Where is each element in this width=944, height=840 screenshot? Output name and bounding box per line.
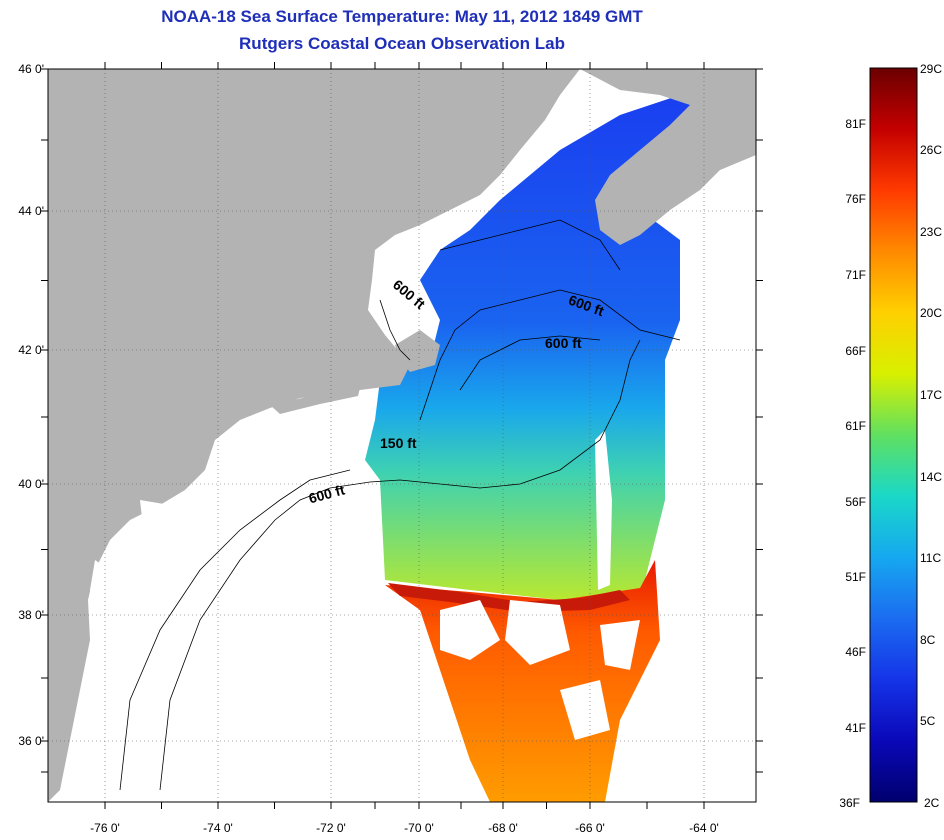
map-subtitle: Rutgers Coastal Ocean Observation Lab [239,34,565,53]
cb-f-label: 51F [845,570,866,584]
lon-label: -74 0' [203,821,233,835]
map-frame [47,68,757,803]
cb-f-label: 61F [845,419,866,433]
cb-c-label: 14C [920,470,942,484]
colorbar-celsius-labels: 29C 26C 23C 20C 17C 14C 11C 8C 5C 2C [920,62,942,810]
land-mainland [48,69,580,802]
cb-c-label: 5C [920,714,936,728]
cloud-gap [595,430,612,590]
cb-c-label: 20C [920,306,942,320]
cb-f-label: 56F [845,495,866,509]
lon-label: -66 0' [575,821,605,835]
land-cape-cod [395,330,440,372]
lat-label: 38 0' [18,608,44,622]
lat-label: 40 0' [18,477,44,491]
lon-label: -76 0' [90,821,120,835]
cb-c-label: 29C [920,62,942,76]
cb-f-label: 71F [845,268,866,282]
water-delaware-bay [140,500,175,560]
land-nova-scotia [580,69,756,245]
gulf-stream-front [388,583,630,612]
longitude-labels: -76 0' -74 0' -72 0' -70 0' -68 0' -66 0… [90,821,719,835]
cb-f-label: 81F [845,117,866,131]
lat-label: 44 0' [18,204,44,218]
cb-f-label: 36F [839,796,860,810]
colorbar [869,67,918,803]
land-long-island [270,388,360,414]
lon-label: -72 0' [316,821,346,835]
latitude-labels: 46 0' 44 0' 42 0' 40 0' 38 0' 36 0' [18,62,44,748]
lat-label: 36 0' [18,734,44,748]
axis-ticks [41,62,763,809]
cb-f-label: 41F [845,721,866,735]
cb-c-label: 11C [920,551,941,565]
cb-f-label: 66F [845,344,866,358]
cb-f-label: 76F [845,192,866,206]
colorbar-fahrenheit-labels: 81F 76F 71F 66F 61F 56F 51F 46F 41F 36F [839,117,866,810]
cb-c-label: 8C [920,633,936,647]
cb-c-label: 17C [920,388,942,402]
contour-label: 600 ft [545,335,582,351]
contour-label: 150 ft [380,435,417,451]
cb-c-label: 23C [920,225,942,239]
lon-label: -68 0' [488,821,518,835]
lat-label: 42 0' [18,343,44,357]
lon-label: -70 0' [404,821,434,835]
lat-label: 46 0' [18,62,44,76]
cb-c-label: 2C [924,796,940,810]
map-title: NOAA-18 Sea Surface Temperature: May 11,… [161,7,643,26]
water-chesapeake [88,560,115,740]
lon-label: -64 0' [689,821,719,835]
cb-f-label: 46F [845,645,866,659]
bathymetry-contours [119,219,681,791]
cb-c-label: 26C [920,143,942,157]
